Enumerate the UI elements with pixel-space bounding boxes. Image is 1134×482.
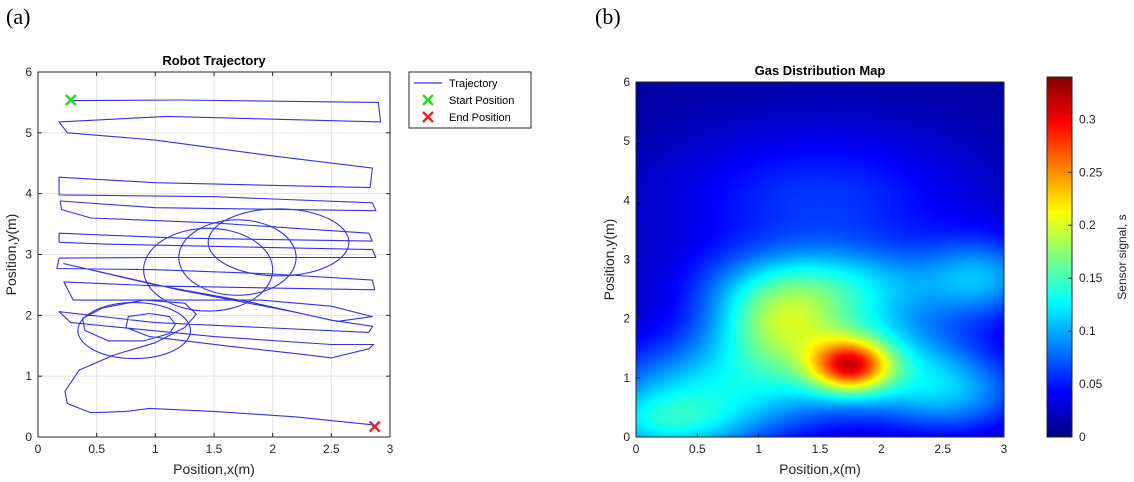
trajectory-ylabel: Position,y(m) [3,214,19,296]
tick-label-y: 6 [25,65,32,79]
colorbar [1047,77,1072,437]
gas-title: Gas Distribution Map [755,63,886,78]
gas-heatmap [636,82,1004,437]
tick-label-y: 3 [25,248,32,262]
trajectory-markers [64,94,381,433]
colorbar-tick-label: 0.2 [1079,218,1096,232]
tick-label-x: 0.5 [88,442,105,456]
tick-label-x: 3 [387,442,394,456]
legend-start-x [422,94,434,106]
tick-label-x: 0 [35,442,42,456]
trajectory-ticks: 0 0.5 1 1.5 2 2.5 3 0 1 2 3 4 5 6 [25,65,393,456]
tick-label-x: 2.5 [934,442,951,456]
tick-label-y: 0 [25,430,32,444]
tick-label-x: 1.5 [206,442,223,456]
colorbar-container [1047,77,1072,437]
tick-label-x: 0 [633,442,640,456]
tick-label-x: 2.5 [323,442,340,456]
colorbar-tick-label: 0.25 [1079,165,1103,179]
trajectory-loop [77,302,192,360]
legend-end-x [422,111,434,123]
legend-start-icon [422,94,434,106]
tick-label-y: 0 [623,430,630,444]
tick-label-y: 5 [623,134,630,148]
trajectory-title: Robot Trajectory [162,53,266,68]
gas-xlabel: Position,x(m) [779,461,861,477]
tick-label-y: 4 [25,187,32,201]
tick-label-y: 4 [623,193,630,207]
end-marker-stroke [368,420,381,433]
colorbar-label: Sensor signal, s [1115,214,1129,299]
tick-label-x: 2 [269,442,276,456]
end-marker [368,420,381,433]
colorbar-tick-label: 0.05 [1079,377,1103,391]
colorbar-frame [1046,76,1073,438]
start-marker [64,94,77,106]
tick-label-x: 1 [152,442,159,456]
tick-label-x: 2 [878,442,885,456]
trajectory-xlabel: Position,x(m) [173,461,255,477]
tick-label-x: 1 [755,442,762,456]
trajectory-series-line [56,99,382,427]
colorbar-tick-label: 0.15 [1079,271,1103,285]
trajectory-legend: Trajectory Start Position End Position [408,71,532,129]
start-marker-stroke [64,94,77,106]
tick-label-x: 0.5 [689,442,706,456]
tick-label-y: 1 [623,371,630,385]
tick-label-y: 2 [623,312,630,326]
legend-start-x-stroke [422,94,434,106]
legend-end-icon [422,111,434,123]
colorbar-tick-label: 0 [1079,430,1086,444]
panel-label-b: (b) [595,4,621,29]
gas-heatmap-container [636,82,1004,437]
tick-label-y: 5 [25,126,32,140]
trajectory-loop [178,219,297,296]
colorbar-ticks: 0 0.05 0.1 0.15 0.2 0.25 0.3 [1068,112,1103,444]
tick-label-y: 1 [25,369,32,383]
panel-label-a: (a) [6,4,31,29]
colorbar-tick-label: 0.1 [1079,324,1096,338]
trajectory-lines [56,99,382,427]
gas-ylabel: Position,y(m) [601,219,617,301]
legend-end-label: End Position [449,112,511,124]
trajectory-loop [207,208,350,277]
trajectory-grid [37,71,391,438]
tick-label-x: 3 [1001,442,1008,456]
legend-end-x-stroke [422,111,434,123]
tick-label-y: 6 [623,75,630,89]
tick-label-x: 1.5 [812,442,829,456]
gas-ticks: 0 0.5 1 1.5 2 2.5 3 0 1 2 3 4 5 6 [623,75,1007,456]
colorbar-tick-label: 0.3 [1079,112,1096,126]
legend-trajectory-label: Trajectory [449,78,498,90]
trajectory-loop [143,227,274,312]
tick-label-y: 2 [25,308,32,322]
legend-start-label: Start Position [449,95,514,107]
tick-label-y: 3 [623,253,630,267]
